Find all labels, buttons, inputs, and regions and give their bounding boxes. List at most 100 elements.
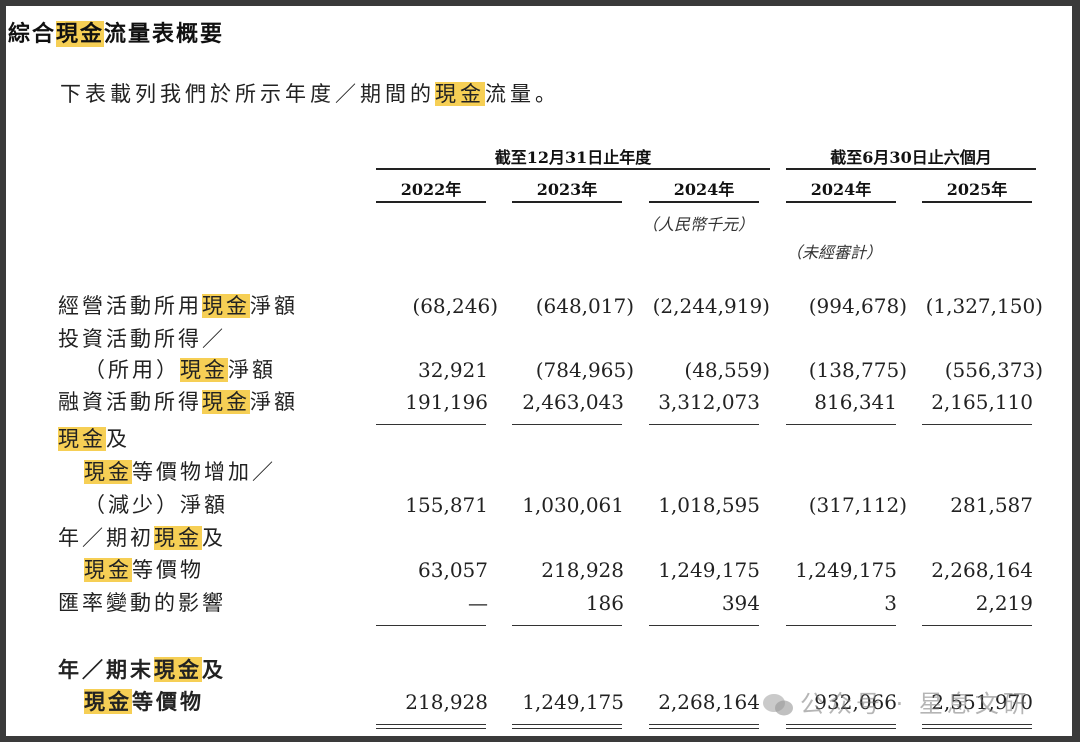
label-segment: 淨額 xyxy=(250,390,298,414)
year-header-2: 2024年 xyxy=(673,180,735,199)
year-header-0: 2022年 xyxy=(400,180,462,199)
table-cell: (317,112) xyxy=(808,493,907,517)
row-label: 融資活動所得現金淨額 xyxy=(58,389,298,415)
total-double-rule-1 xyxy=(512,724,622,729)
label-segment: （所用） xyxy=(84,358,180,382)
subtotal-rule-3 xyxy=(786,424,896,425)
subtotal-rule-0 xyxy=(376,424,486,425)
row-label: 現金等價物增加／ xyxy=(84,459,276,485)
table-cell: 2,268,164 xyxy=(931,558,1033,582)
table-cell: 2,551,970 xyxy=(931,690,1033,714)
table-cell: 1,030,061 xyxy=(522,493,624,517)
table-cell: 394 xyxy=(721,591,760,615)
year-rule-3 xyxy=(786,201,896,203)
subtotal-rule-2-3 xyxy=(786,625,896,626)
subtotal-rule-2 xyxy=(649,424,759,425)
row-label: 年／期末現金及 xyxy=(58,657,226,683)
total-double-rule-0 xyxy=(376,724,486,729)
intro-text: 下表載列我們於所示年度／期間的現金流量。 xyxy=(60,82,560,106)
highlighted-term: 現金 xyxy=(154,526,202,550)
label-segment: 年／期末 xyxy=(58,657,154,682)
table-cell: 191,196 xyxy=(405,390,488,414)
year-header-3: 2024年 xyxy=(810,180,872,199)
table-cell: 3 xyxy=(884,591,897,615)
table-cell: 218,928 xyxy=(405,690,488,714)
label-segment: 投資活動所得／ xyxy=(58,327,226,351)
highlighted-term: 現金 xyxy=(84,689,132,714)
table-cell: — xyxy=(468,591,488,615)
table-cell: (648,017) xyxy=(535,294,634,318)
unaudited-note: （未經審計） xyxy=(786,243,883,262)
highlighted-term: 現金 xyxy=(202,294,250,318)
table-cell: 32,921 xyxy=(418,358,488,382)
label-segment: （減少）淨額 xyxy=(84,493,228,517)
table-cell: 1,249,175 xyxy=(522,690,624,714)
table-cell: (556,373) xyxy=(944,358,1043,382)
row-label: （減少）淨額 xyxy=(84,492,228,518)
highlighted-term: 現金 xyxy=(180,358,228,382)
year-rule-0 xyxy=(376,201,486,203)
table-cell: (784,965) xyxy=(535,358,634,382)
total-double-rule-4 xyxy=(922,724,1032,729)
subtotal-rule-2-1 xyxy=(512,625,622,626)
document-page: 綜合現金流量表概要 下表載列我們於所示年度／期間的現金流量。 截至12月31日止… xyxy=(6,6,1072,736)
period-header-year: 截至12月31日止年度 xyxy=(494,148,652,167)
table-cell: 932,066 xyxy=(814,690,897,714)
header-rule-year xyxy=(376,168,770,170)
year-header-1: 2023年 xyxy=(536,180,598,199)
header-rule-six-months xyxy=(786,168,1036,170)
table-cell: 281,587 xyxy=(950,493,1033,517)
subtotal-rule-2-2 xyxy=(649,625,759,626)
row-label: 年／期初現金及 xyxy=(58,525,226,551)
subtotal-rule-4 xyxy=(922,424,1032,425)
highlighted-term: 現金 xyxy=(202,390,250,414)
row-label: 匯率變動的影響 xyxy=(58,590,226,616)
table-cell: 1,249,175 xyxy=(658,558,760,582)
highlighted-term: 現金 xyxy=(58,427,106,451)
table-cell: 2,268,164 xyxy=(658,690,760,714)
label-segment: 年／期初 xyxy=(58,526,154,550)
year-header-4: 2025年 xyxy=(946,180,1008,199)
row-label: 經營活動所用現金淨額 xyxy=(58,293,298,319)
highlighted-term: 現金 xyxy=(84,558,132,582)
table-cell: (48,559) xyxy=(684,358,770,382)
label-segment: 及 xyxy=(202,526,226,550)
table-cell: 2,219 xyxy=(975,591,1033,615)
section-title: 綜合現金流量表概要 xyxy=(8,21,225,47)
table-cell: 1,249,175 xyxy=(795,558,897,582)
total-double-rule-2 xyxy=(649,724,759,729)
subtotal-rule-1 xyxy=(512,424,622,425)
table-cell: 186 xyxy=(585,591,624,615)
subtotal-rule-2-0 xyxy=(376,625,486,626)
watermark: 公众号 · 星息文研 xyxy=(762,684,1031,719)
row-label: 投資活動所得／ xyxy=(58,326,226,352)
currency-note: （人民幣千元） xyxy=(642,215,755,234)
table-cell: 816,341 xyxy=(814,390,897,414)
table-cell: (2,244,919) xyxy=(652,294,770,318)
table-cell: (1,327,150) xyxy=(925,294,1043,318)
label-segment: 經營活動所用 xyxy=(58,294,202,318)
label-segment: 融資活動所得 xyxy=(58,390,202,414)
label-segment: 等價物增加／ xyxy=(132,460,276,484)
label-segment: 淨額 xyxy=(228,358,276,382)
table-cell: 218,928 xyxy=(541,558,624,582)
total-double-rule-3 xyxy=(786,724,896,729)
label-segment: 等價物 xyxy=(132,689,204,714)
table-cell: 1,018,595 xyxy=(658,493,760,517)
row-label: 現金及 xyxy=(58,426,130,452)
table-cell: 63,057 xyxy=(418,558,488,582)
table-cell: 2,463,043 xyxy=(522,390,624,414)
year-rule-2 xyxy=(649,201,759,203)
period-header-six-months: 截至6月30日止六個月 xyxy=(830,148,992,167)
wechat-icon xyxy=(763,694,793,716)
label-segment: 及 xyxy=(106,427,130,451)
table-cell: (68,246) xyxy=(412,294,498,318)
row-label: 現金等價物 xyxy=(84,689,204,715)
year-rule-1 xyxy=(512,201,622,203)
subtotal-rule-2-4 xyxy=(922,625,1032,626)
label-segment: 匯率變動的影響 xyxy=(58,591,226,615)
label-segment: 等價物 xyxy=(132,558,204,582)
table-cell: (994,678) xyxy=(808,294,907,318)
row-label: 現金等價物 xyxy=(84,557,204,583)
label-segment: 淨額 xyxy=(250,294,298,318)
